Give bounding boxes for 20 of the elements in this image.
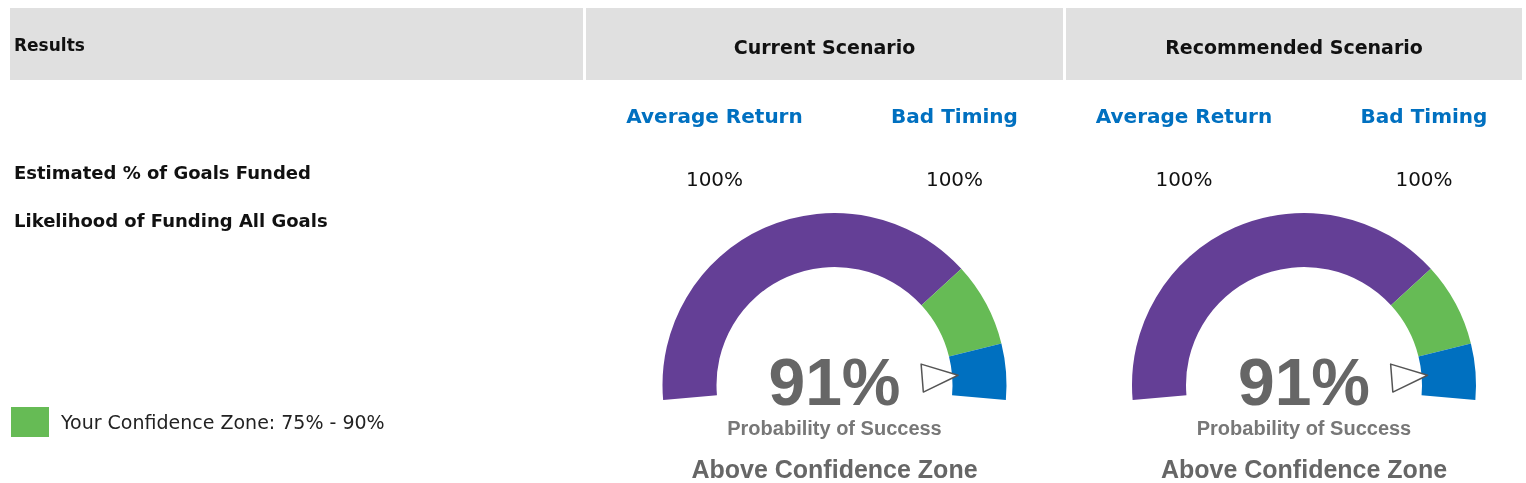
chart-title: Current Scenario bbox=[733, 36, 916, 58]
text: 91% bbox=[768, 345, 901, 419]
text: Likelihood of Funding All Goals bbox=[14, 210, 328, 231]
text: 100% bbox=[685, 167, 744, 191]
text: Average Return bbox=[1095, 104, 1273, 128]
text: 100% bbox=[1155, 167, 1213, 191]
chart-title: Recommended Scenario bbox=[1165, 36, 1423, 58]
text: 100% bbox=[1395, 167, 1453, 191]
text: Results bbox=[14, 35, 85, 55]
text: Average Return bbox=[626, 104, 803, 128]
text: 91% bbox=[1237, 345, 1371, 419]
text: Estimated % of Goals Funded bbox=[14, 162, 311, 183]
text: Probability of Success bbox=[1196, 417, 1412, 439]
text: 100% bbox=[925, 167, 984, 191]
text: Probability of Success bbox=[727, 417, 942, 439]
text: Your Confidence Zone: 75% - 90% bbox=[60, 411, 385, 433]
text: Bad Timing bbox=[1360, 104, 1488, 128]
text: Above Confidence Zone bbox=[691, 455, 978, 483]
text: Bad Timing bbox=[891, 104, 1018, 128]
text: Above Confidence Zone bbox=[1160, 455, 1448, 483]
